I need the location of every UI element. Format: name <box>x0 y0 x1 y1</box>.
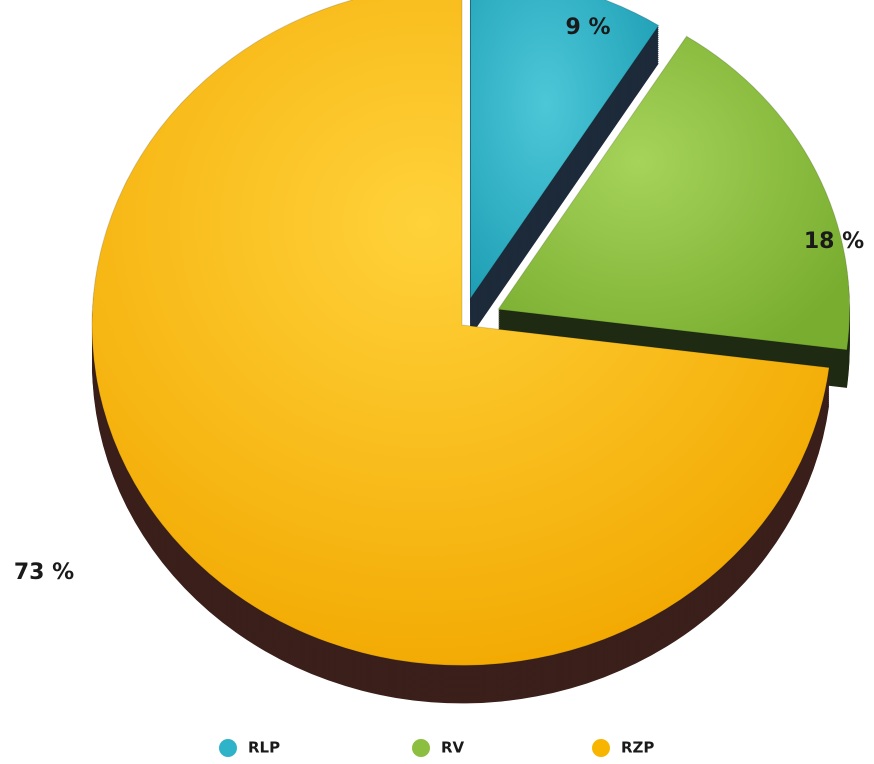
slice-rv <box>497 35 851 351</box>
legend-item-rlp: RLP <box>219 739 280 757</box>
legend-item-rzp: RZP <box>592 739 654 757</box>
legend-swatch-rzp <box>592 739 610 757</box>
legend-swatch-rlp <box>219 739 237 757</box>
legend-swatch-rv <box>412 739 430 757</box>
data-label-rlp: 9 % <box>565 15 610 40</box>
legend: RLP RV RZP <box>219 739 654 757</box>
pie-slices <box>91 0 851 666</box>
slice-rlp <box>469 0 660 301</box>
slice-rzp <box>91 0 830 666</box>
legend-label-rzp: RZP <box>621 739 654 757</box>
pie-labels: 9 % 18 % 73 % <box>14 15 864 585</box>
legend-label-rlp: RLP <box>248 739 280 757</box>
data-label-rzp: 73 % <box>14 560 74 585</box>
legend-item-rv: RV <box>412 739 465 757</box>
data-label-rv: 18 % <box>804 229 864 254</box>
legend-label-rv: RV <box>441 739 465 757</box>
